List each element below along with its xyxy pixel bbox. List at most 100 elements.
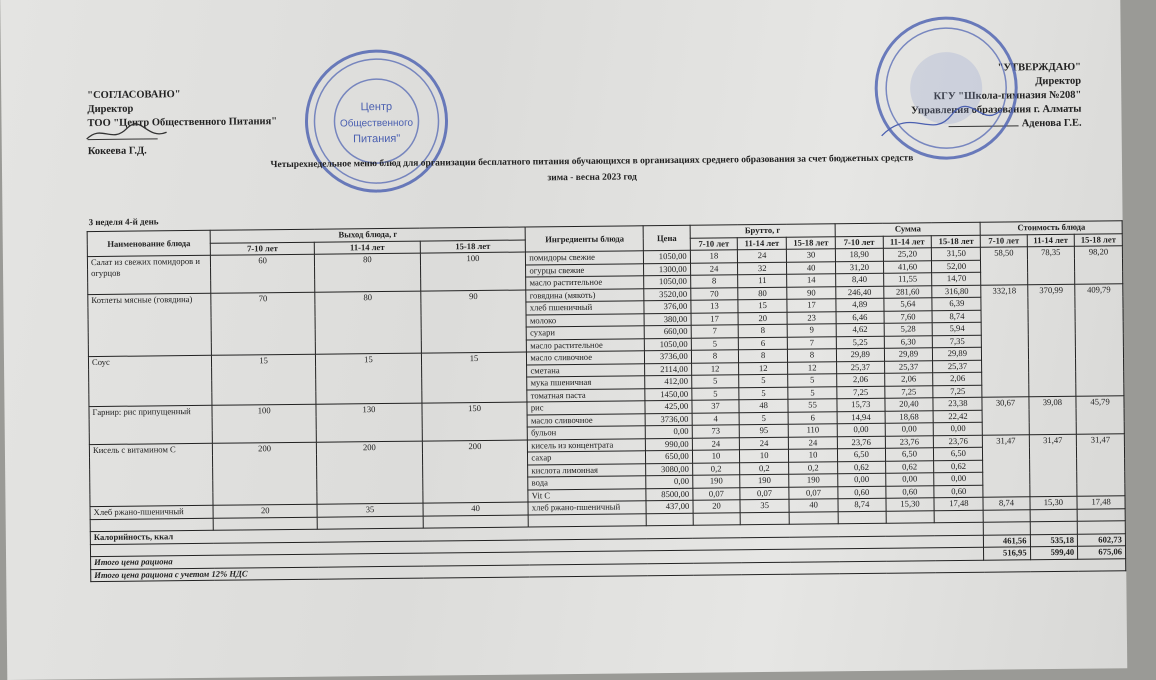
ingredient-name: масло сливочное	[527, 413, 646, 428]
ingredient-brutto: 20	[738, 311, 788, 325]
ingredient-brutto: 5	[691, 374, 740, 388]
ingredient-brutto: 5	[738, 374, 788, 388]
ingredient-brutto: 17	[786, 298, 837, 312]
ingredient-brutto: 40	[789, 498, 839, 512]
ingredient-sum: 23,38	[933, 397, 983, 411]
dish-cost: 370,99	[1027, 283, 1077, 397]
ingredient-sum: 31,50	[931, 247, 981, 261]
ingredient-sum: 8,40	[835, 273, 884, 287]
ingredient-price: 2114,00	[644, 362, 692, 376]
ingredient-sum: 6,46	[836, 310, 884, 324]
dish-cost: 31,47	[1028, 433, 1078, 497]
dish-yield: 20	[213, 504, 318, 518]
ingredient-brutto: 70	[690, 287, 739, 301]
empty-cell	[1077, 508, 1126, 522]
ingredient-sum: 25,37	[932, 359, 983, 373]
ingredient-name: хлеб ржано-пшеничный	[528, 500, 647, 515]
ingredient-sum: 6,39	[932, 297, 982, 311]
col-price: Цена	[643, 225, 691, 251]
ingredient-brutto: 24	[737, 249, 787, 263]
ingredient-brutto: 90	[786, 286, 836, 300]
ingredient-sum: 6,50	[837, 448, 886, 462]
ingredient-brutto: 73	[691, 424, 740, 438]
ingredient-brutto: 12	[691, 362, 739, 376]
ingredient-sum: 25,20	[882, 247, 932, 261]
ingredient-sum: 18,68	[884, 410, 934, 424]
ingredient-name: масло растительное	[525, 275, 645, 290]
ingredient-sum: 23,76	[837, 435, 885, 449]
dish-yield: 35	[317, 503, 423, 517]
ingredient-sum: 23,76	[884, 435, 934, 449]
ingredient-price: 437,00	[646, 500, 693, 514]
empty-cell	[317, 515, 423, 530]
ingredient-name: мука пшеничная	[527, 375, 646, 390]
ingredient-sum: 15,73	[837, 398, 885, 412]
dish-cost: 31,47	[982, 434, 1030, 498]
approver-name: Аденова Г.Е.	[1021, 117, 1082, 130]
ingredient-brutto: 7	[690, 324, 739, 338]
age-header: 11-14 лет	[737, 236, 787, 250]
ingredient-name: рис	[527, 400, 646, 415]
ingredient-brutto: 37	[691, 399, 740, 413]
ingredient-brutto: 6	[738, 336, 788, 350]
ingredient-brutto: 5	[787, 373, 837, 387]
ration-vat-total: 516,95	[983, 546, 1031, 560]
ingredient-brutto: 24	[788, 436, 838, 450]
ingredient-sum: 5,25	[836, 335, 884, 349]
empty-cell	[692, 512, 741, 526]
ingredient-name: сметана	[526, 363, 646, 378]
round-stamp-right	[874, 16, 1018, 160]
age-header: 15-18 лет	[931, 234, 981, 248]
ingredient-sum: 25,37	[836, 360, 885, 374]
ingredient-brutto: 32	[737, 261, 787, 275]
ingredient-sum: 2,06	[884, 372, 934, 386]
ingredient-sum: 7,60	[883, 310, 933, 324]
dish-yield: 130	[316, 403, 423, 442]
ingredient-brutto: 15	[738, 299, 788, 313]
ingredient-sum: 18,90	[835, 248, 884, 262]
ingredient-sum: 0,60	[885, 485, 935, 499]
dish-yield: 15	[315, 353, 422, 405]
ingredient-price: 8500,00	[646, 487, 693, 501]
ingredient-brutto: 8	[690, 274, 738, 288]
ingredient-brutto: 0,07	[740, 486, 790, 500]
dish-cost: 409,79	[1074, 283, 1124, 397]
ingredient-sum: 246,40	[835, 285, 884, 299]
dish-yield: 60	[210, 254, 315, 293]
ingredient-brutto: 0,2	[692, 462, 740, 476]
age-header: 7-10 лет	[210, 241, 315, 256]
ingredient-sum: 23,76	[933, 434, 983, 448]
dish-yield: 70	[210, 291, 316, 356]
ingredient-sum: 6,30	[883, 335, 933, 349]
ingredient-name: сухари	[526, 325, 645, 340]
dish-cost: 45,79	[1076, 395, 1125, 434]
dish-yield: 80	[314, 253, 421, 292]
dish-name: Соус	[88, 355, 213, 407]
age-header: 7-10 лет	[980, 234, 1027, 248]
ingredient-price: 660,00	[644, 325, 692, 339]
ration-vat-total: 599,40	[1030, 546, 1078, 560]
ration-total: 461,56	[983, 534, 1031, 548]
dish-cost: 58,50	[980, 246, 1028, 285]
ingredient-sum: 0,00	[933, 422, 983, 436]
ingredient-brutto: 80	[737, 286, 787, 300]
dish-cost: 17,48	[1077, 495, 1126, 509]
ingredient-brutto: 7	[787, 336, 837, 350]
ingredient-price: 1050,00	[644, 337, 692, 351]
ingredient-brutto: 5	[691, 337, 739, 351]
ingredient-brutto: 14	[786, 273, 836, 287]
ingredient-brutto: 0,07	[788, 486, 839, 500]
ingredient-price: 650,00	[645, 450, 693, 464]
ingredient-sum: 6,50	[884, 447, 934, 461]
dish-yield: 90	[420, 289, 527, 354]
ingredient-brutto: 190	[692, 474, 741, 488]
ingredient-price: 1050,00	[643, 275, 691, 289]
ingredient-price: 3736,00	[645, 412, 692, 426]
ingredient-brutto: 8	[691, 349, 739, 363]
ingredient-brutto: 9	[787, 323, 837, 337]
dish-yield: 200	[212, 441, 318, 506]
ingredient-sum: 7,25	[884, 385, 934, 399]
empty-cell	[213, 516, 318, 531]
ingredient-sum: 5,28	[883, 322, 933, 336]
dish-name: Кисель с витамином С	[89, 442, 214, 507]
